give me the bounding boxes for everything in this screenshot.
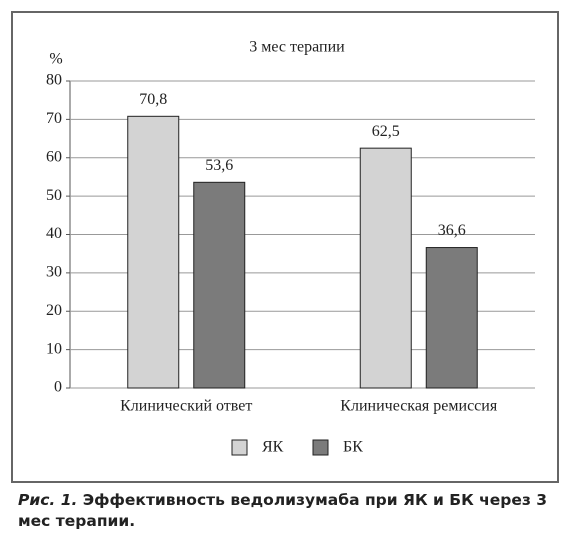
- x-tick-label: Клиническая ремиссия: [340, 398, 498, 415]
- legend-label: ЯК: [262, 439, 284, 456]
- y-tick-label: 70: [46, 110, 62, 127]
- value-label: 70,8: [139, 91, 167, 108]
- legend-label: БК: [343, 439, 363, 456]
- bar: [425, 247, 478, 389]
- bar: [193, 181, 246, 389]
- frame: [11, 11, 559, 483]
- y-axis-label: %: [49, 51, 62, 68]
- y-tick-label: 40: [46, 225, 62, 242]
- y-tick-label: 60: [46, 148, 62, 165]
- caption-label: Рис. 1.: [18, 491, 78, 509]
- y-tick-label: 10: [46, 340, 62, 357]
- legend-swatch: [231, 439, 248, 456]
- value-label: 36,6: [438, 222, 466, 239]
- bar: [359, 147, 412, 389]
- value-label: 62,5: [372, 123, 400, 140]
- caption-text: Эффективность ведолизумаба при ЯК и БК ч…: [18, 491, 548, 530]
- bar: [127, 115, 180, 389]
- y-tick-label: 0: [54, 379, 62, 396]
- value-label: 53,6: [205, 157, 233, 174]
- y-tick-label: 20: [46, 302, 62, 319]
- chart: 3 мес терапии % 0 10 20 30 40 50 60 70 80 Клиниче…: [11, 11, 559, 483]
- legend-swatch: [312, 439, 329, 456]
- x-tick-label: Клинический ответ: [120, 398, 252, 415]
- y-tick-label: 30: [46, 264, 62, 281]
- y-tick-label: 80: [46, 72, 62, 89]
- y-tick-label: 50: [46, 187, 62, 204]
- chart-title: 3 мес терапии: [249, 39, 345, 56]
- caption: Рис. 1. Эффективность ведолизумаба при Я…: [18, 490, 566, 532]
